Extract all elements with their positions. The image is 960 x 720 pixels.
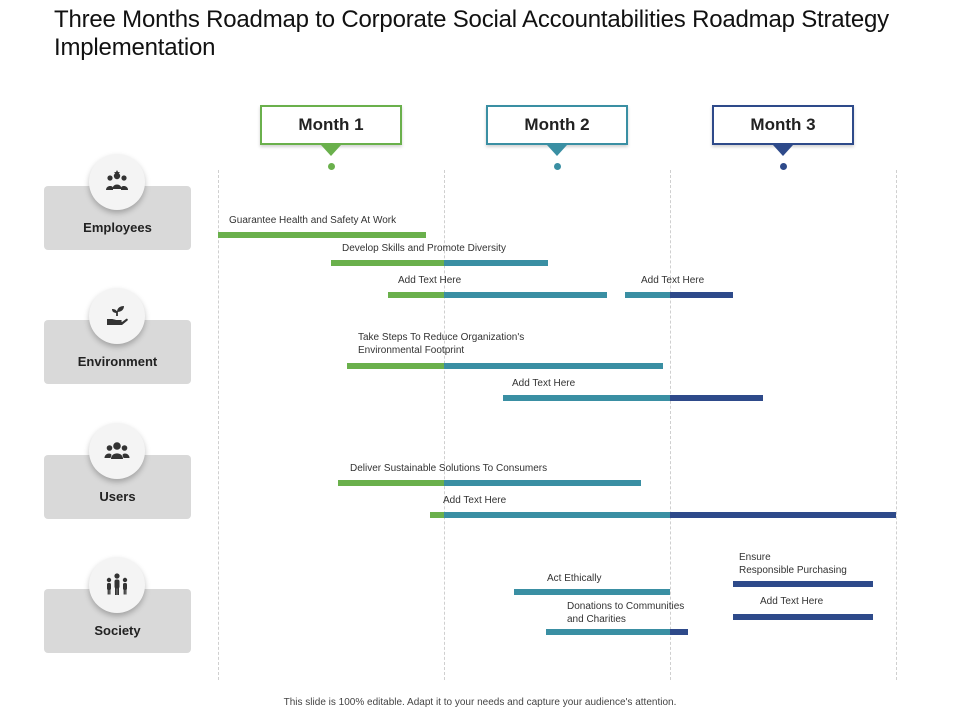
task-label: Develop Skills and Promote Diversity [342, 243, 506, 254]
task-bar [733, 581, 874, 587]
task-label: Take Steps To Reduce Organization's Envi… [358, 332, 525, 356]
month-1-pointer [321, 145, 341, 156]
month-2-label: Month 2 [524, 115, 590, 134]
task-bar [430, 512, 896, 518]
task-label: Add Text Here [443, 495, 507, 506]
task-bar-segment-month-1 [430, 512, 444, 518]
task-bar [331, 260, 548, 266]
task-bar-segment-month-2 [443, 363, 664, 369]
task-bar-segment-month-2 [545, 629, 670, 635]
task-bar [218, 232, 426, 238]
plant-in-hand-icon [89, 288, 145, 344]
month-1-header: Month 1 [260, 105, 402, 145]
task-bar-segment-month-3 [669, 292, 734, 298]
task-bar-segment-month-2 [444, 292, 607, 298]
task-bar-segment-month-3 [669, 395, 763, 401]
gridline-month-3-end [896, 170, 897, 680]
task-bar-segment-month-2 [624, 292, 670, 298]
task-bar-segment-month-1 [331, 260, 444, 266]
category-environment-label: Environment [77, 354, 158, 369]
task-bar-segment-month-1 [346, 363, 444, 369]
community-icon [89, 557, 145, 613]
task-label: Deliver Sustainable Solutions To Consume… [350, 463, 548, 474]
month-3-header: Month 3 [712, 105, 854, 145]
task-bar-segment-month-2 [502, 395, 670, 401]
gridline-month-3-start [670, 170, 671, 680]
users-icon [89, 423, 145, 479]
task-bar-segment-month-3 [733, 581, 874, 587]
task-bar-segment-month-3 [669, 629, 689, 635]
task-bar [387, 292, 607, 298]
task-bar [624, 292, 734, 298]
task-label: Add Text Here [641, 275, 705, 286]
category-society-label: Society [94, 623, 141, 638]
month-3-label: Month 3 [750, 115, 816, 134]
task-label: Guarantee Health and Safety At Work [229, 215, 397, 226]
gridline-month-1-start [218, 170, 219, 680]
task-label: Donations to Communities and Charities [567, 601, 685, 625]
task-label: Add Text Here [512, 378, 576, 389]
footer-note: This slide is 100% editable. Adapt it to… [283, 697, 677, 708]
month-2-pointer [547, 145, 567, 156]
gridline-month-2-start [444, 170, 445, 680]
task-bar-segment-month-2 [444, 260, 548, 266]
category-employees-label: Employees [83, 220, 152, 235]
task-bar [502, 395, 763, 401]
task-bar [545, 629, 689, 635]
page-title: Three Months Roadmap to Corporate Social… [54, 6, 889, 61]
task-bar-segment-month-2 [443, 512, 670, 518]
month-2-dot [554, 163, 561, 170]
task-label: Add Text Here [760, 596, 824, 607]
people-group-icon [89, 154, 145, 210]
task-bar-segment-month-1 [337, 480, 444, 486]
month-1-dot [328, 163, 335, 170]
month-3-pointer [773, 145, 793, 156]
month-2-header: Month 2 [486, 105, 628, 145]
task-bar-segment-month-2 [514, 589, 670, 595]
month-1-label: Month 1 [298, 115, 364, 134]
task-bar-segment-month-1 [387, 292, 444, 298]
task-bar [337, 480, 641, 486]
task-bar-segment-month-1 [218, 232, 426, 238]
task-bar-segment-month-2 [443, 480, 641, 486]
task-label: Ensure Responsible Purchasing [739, 552, 847, 576]
task-bar-segment-month-3 [669, 512, 896, 518]
month-3-dot [780, 163, 787, 170]
task-bar [346, 363, 664, 369]
task-bar [514, 589, 670, 595]
task-label: Add Text Here [398, 275, 462, 286]
task-bar-segment-month-3 [733, 614, 874, 620]
category-users-label: Users [99, 489, 136, 504]
task-bar [733, 614, 874, 620]
task-label: Act Ethically [547, 573, 602, 584]
